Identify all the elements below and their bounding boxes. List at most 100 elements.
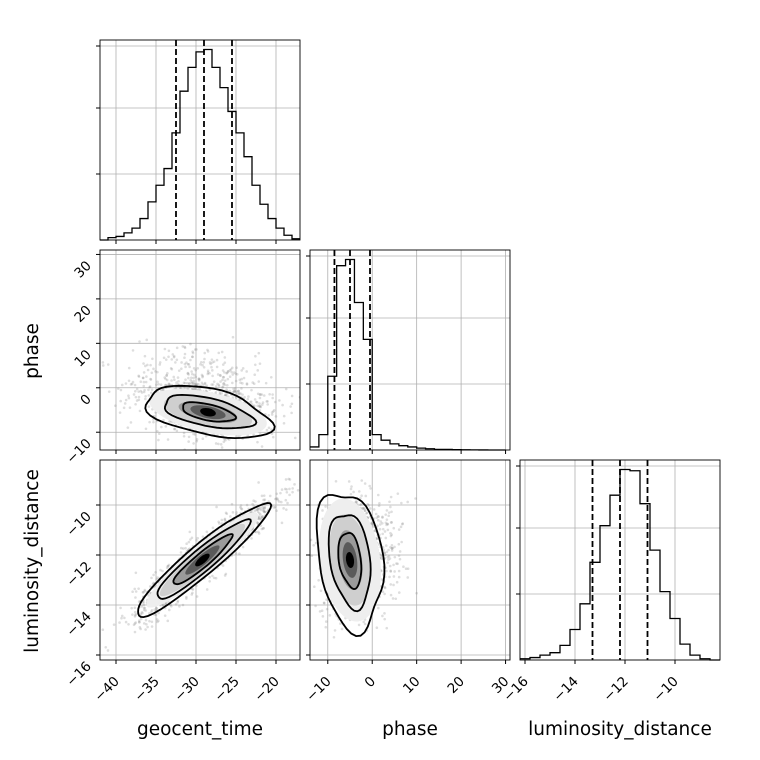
gt-phase-point bbox=[221, 386, 224, 389]
gt-phase-point bbox=[282, 422, 286, 425]
gt-phase-point bbox=[118, 411, 122, 414]
phase-ld-point bbox=[392, 583, 395, 587]
gt-phase-point bbox=[191, 382, 195, 386]
gt-ld-point bbox=[259, 524, 263, 527]
gt-ld-point bbox=[176, 600, 179, 604]
gt-ld-point bbox=[262, 510, 266, 514]
gt-ld-point bbox=[147, 594, 150, 597]
gt-ld-point bbox=[148, 585, 152, 588]
gt-phase-point bbox=[265, 400, 269, 403]
gt-phase-point bbox=[261, 403, 264, 406]
gt-phase-point bbox=[183, 386, 187, 390]
gt-phase-point bbox=[256, 392, 260, 396]
phase-ld-point bbox=[383, 612, 386, 615]
gt-phase-point bbox=[189, 358, 192, 362]
gt-ld-point bbox=[155, 606, 158, 610]
phase-ld-point bbox=[381, 522, 384, 525]
gt-ld-point bbox=[285, 508, 288, 511]
phase-ld-point bbox=[370, 521, 373, 525]
gt-phase-point bbox=[241, 367, 245, 370]
gt-ld-point bbox=[166, 564, 170, 568]
gt-phase-point bbox=[232, 390, 236, 393]
phase-ld-point bbox=[383, 586, 387, 590]
gt-phase-point bbox=[142, 362, 145, 365]
phase-ld-point bbox=[385, 569, 388, 573]
gt-ld-point bbox=[296, 489, 300, 492]
phase-ld-point bbox=[321, 509, 324, 512]
scatter-panel-phase-luminosity-distance: −10 0 10 20 30 bbox=[303, 459, 512, 705]
gt-phase-point bbox=[257, 380, 261, 383]
gt-phase-point bbox=[239, 381, 242, 384]
gt-phase-point bbox=[101, 364, 105, 367]
gt-phase-frame bbox=[99, 249, 301, 451]
gt-phase-point bbox=[195, 382, 199, 386]
phase-ld-point bbox=[398, 557, 402, 561]
phase-ld-point bbox=[389, 521, 393, 524]
phase-ld-point bbox=[376, 493, 380, 497]
gt-phase-point bbox=[205, 384, 208, 387]
gt-ld-point bbox=[258, 517, 262, 521]
gt-phase-point bbox=[124, 382, 128, 385]
phase-ld-point bbox=[324, 505, 327, 508]
gt-phase-point bbox=[221, 378, 224, 382]
phase-ld-point bbox=[395, 580, 399, 584]
phase-ld-point bbox=[383, 592, 386, 596]
gt-phase-point bbox=[157, 438, 160, 442]
gt-ld-point bbox=[275, 509, 278, 512]
gt-phase-point bbox=[258, 404, 262, 408]
gt-phase-point bbox=[271, 396, 274, 400]
phase-ld-point bbox=[333, 629, 337, 632]
gt-ld-point bbox=[138, 626, 142, 629]
gt-phase-point bbox=[195, 348, 198, 351]
gt-phase-point bbox=[252, 382, 256, 386]
x-phase-tick-label: 20 bbox=[444, 674, 467, 697]
phase-ld-point bbox=[397, 569, 401, 573]
gt-phase-point bbox=[175, 429, 179, 433]
gt-ld-point bbox=[223, 517, 227, 521]
gt-phase-point bbox=[107, 390, 111, 393]
phase-ld-density-peak bbox=[345, 552, 355, 568]
gt-ld-point bbox=[287, 477, 290, 481]
gt-phase-point bbox=[168, 420, 171, 423]
gt-ld-point bbox=[257, 517, 261, 521]
gt-phase-point bbox=[162, 418, 165, 422]
gt-phase-point bbox=[184, 365, 187, 369]
gt-ld-point bbox=[181, 547, 185, 550]
gt-phase-point bbox=[145, 375, 148, 378]
gt-phase-point bbox=[192, 442, 195, 445]
gt-ld-point bbox=[257, 532, 261, 535]
phase-ld-point bbox=[314, 541, 318, 545]
gt-ld-point bbox=[191, 588, 195, 591]
gt-phase-point bbox=[228, 369, 232, 372]
gt-phase-point bbox=[259, 393, 262, 396]
gt-phase-point bbox=[290, 394, 294, 398]
gt-phase-point bbox=[192, 381, 196, 385]
gt-ld-point bbox=[184, 546, 187, 550]
phase-ld-point bbox=[386, 528, 390, 532]
y-luminosity-distance-tick-label: −10 bbox=[63, 509, 94, 540]
gt-phase-point bbox=[187, 382, 191, 386]
gt-phase-point bbox=[189, 342, 192, 346]
gt-phase-point bbox=[240, 377, 243, 381]
gt-phase-contour bbox=[144, 384, 276, 440]
gt-phase-point bbox=[208, 371, 211, 375]
phase-ld-point bbox=[389, 505, 392, 509]
gt-ld-point bbox=[263, 505, 267, 509]
gt-ld-point bbox=[215, 505, 218, 509]
gt-phase-point bbox=[157, 382, 160, 386]
gt-phase-point bbox=[222, 440, 226, 444]
gt-ld-point bbox=[230, 502, 234, 506]
gt-ld-point bbox=[291, 487, 294, 490]
gt-ld-point bbox=[141, 590, 145, 594]
gt-phase-point bbox=[177, 369, 181, 372]
x-phase-tick-label: 0 bbox=[362, 674, 379, 691]
gt-phase-point bbox=[163, 347, 167, 351]
phase-ld-point bbox=[388, 575, 391, 579]
gt-phase-point bbox=[143, 388, 146, 392]
gt-ld-point bbox=[274, 497, 277, 501]
gt-phase-point bbox=[170, 379, 173, 382]
gt-ld-point bbox=[104, 645, 108, 649]
gt-ld-point bbox=[139, 617, 143, 621]
gt-ld-point bbox=[191, 591, 194, 595]
phase-ld-point bbox=[387, 511, 391, 514]
